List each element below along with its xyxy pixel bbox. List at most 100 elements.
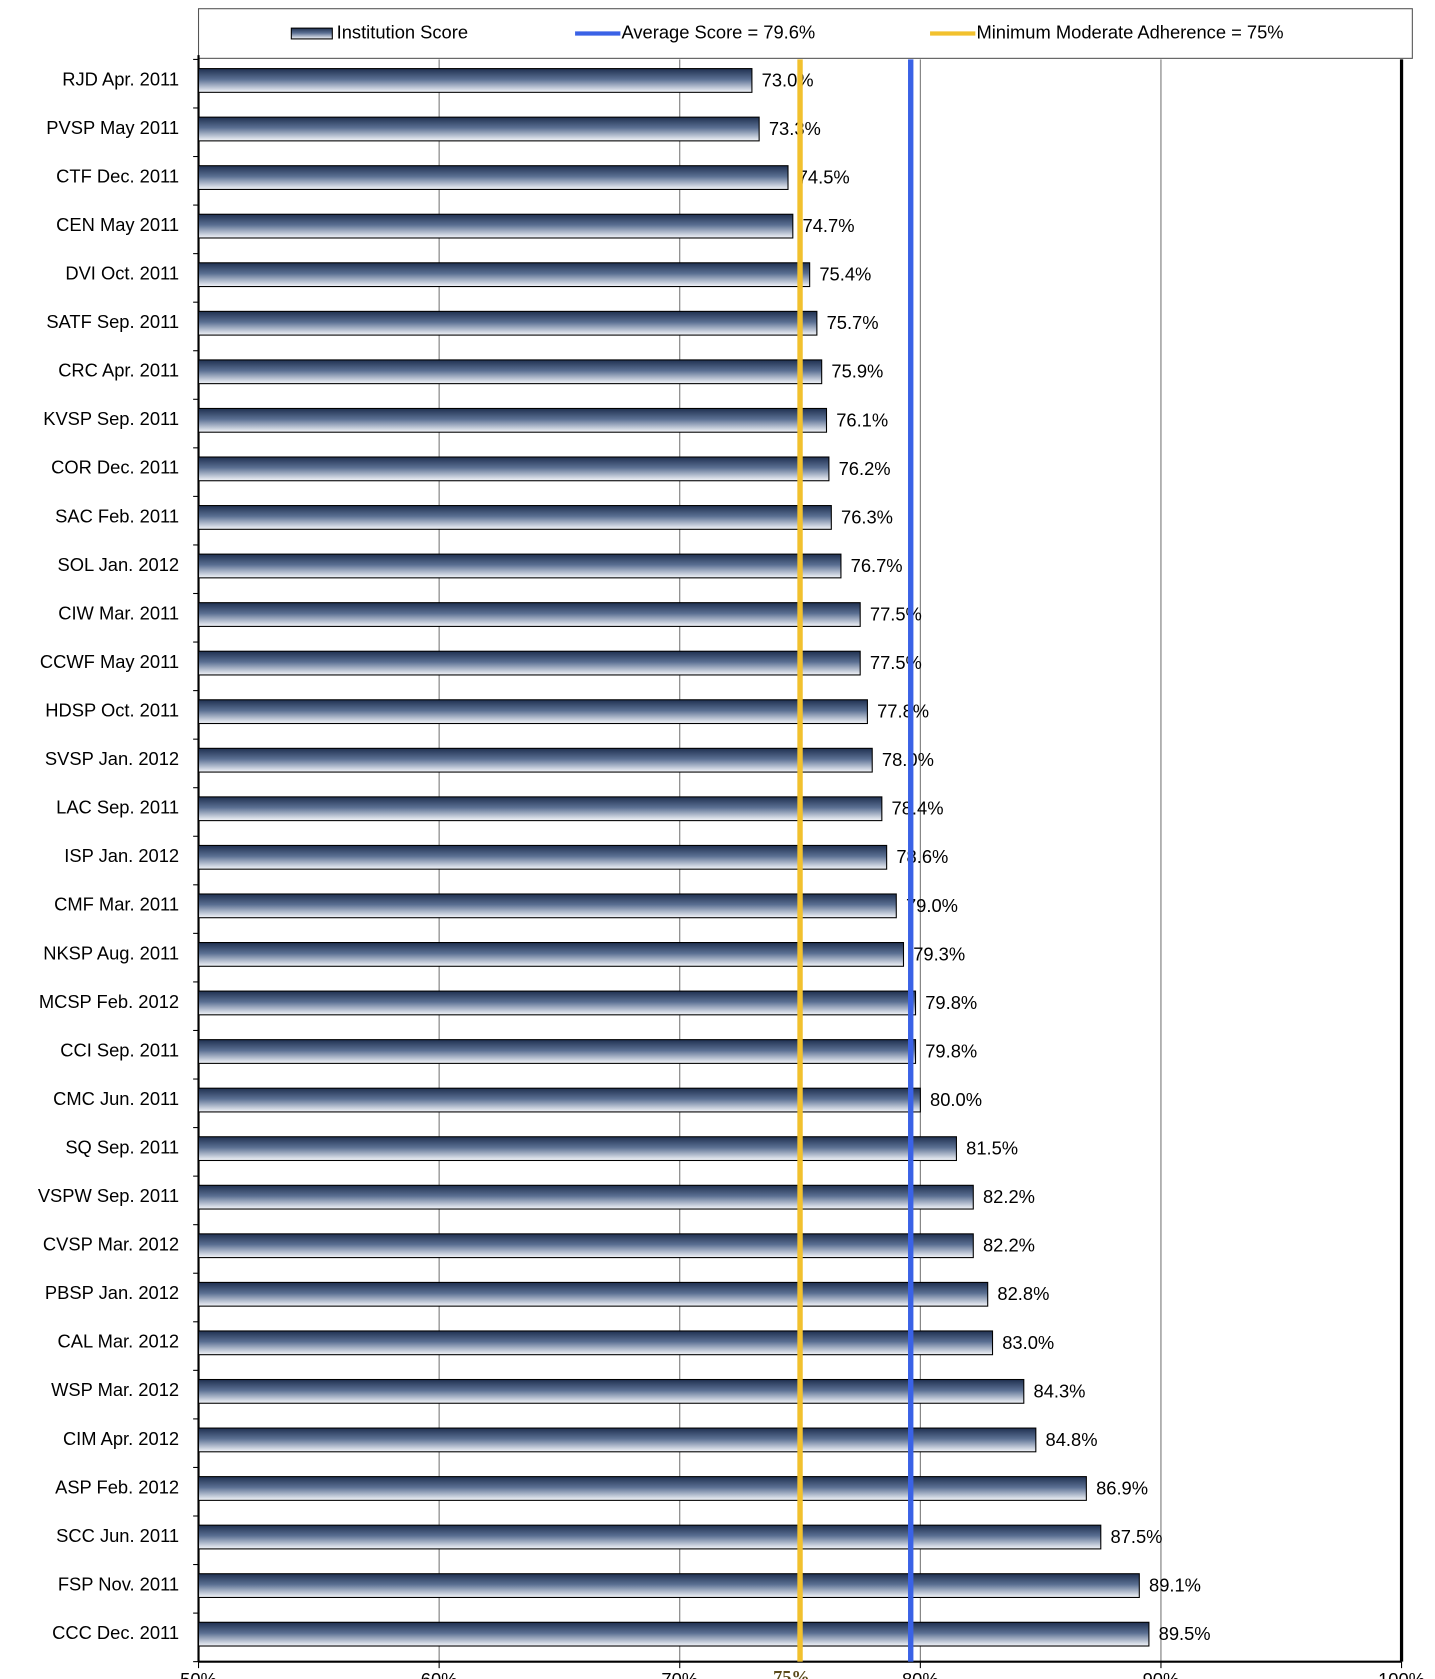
data-label: 76.7% [851,555,903,576]
y-tick-label: LAC Sep. 2011 [56,797,179,818]
data-label: 84.3% [1034,1380,1086,1401]
data-label: 75.4% [819,264,871,285]
data-label: 74.7% [803,215,855,236]
data-label: 79.8% [925,992,977,1013]
y-tick-label: HDSP Oct. 2011 [45,699,179,720]
bar [197,844,888,870]
legend-label: Average Score = 79.6% [621,21,815,42]
x-tick-label: 80% [902,1669,939,1679]
y-tick-label: CRC Apr. 2011 [58,360,179,381]
data-label: 73.0% [762,69,814,90]
bar [197,942,905,967]
bar [197,747,873,773]
bar [197,796,883,822]
legend-label: Minimum Moderate Adherence = 75% [976,21,1283,42]
data-label: 75.7% [827,312,879,333]
bar [197,165,789,190]
bar [197,699,868,725]
data-label: 78.4% [892,798,944,819]
data-label: 83.0% [1002,1332,1054,1353]
y-tick-label: CIW Mar. 2011 [58,602,179,623]
x-tick-label: 60% [421,1669,458,1679]
y-tick-label: ISP Jan. 2012 [64,845,179,866]
data-label: 73.3% [769,118,821,139]
bar [197,1621,1150,1647]
y-tick-label: MCSP Feb. 2012 [39,991,179,1012]
data-label: 77.5% [870,603,922,624]
bar [197,650,861,676]
data-label: 76.1% [836,409,888,430]
y-tick-label: CVSP Mar. 2012 [43,1234,179,1255]
data-label: 87.5% [1111,1526,1163,1547]
legend-label: Institution Score [337,21,468,42]
y-tick-label: COR Dec. 2011 [51,457,179,478]
y-tick-label: RJD Apr. 2011 [62,68,179,89]
data-label: 78.6% [896,846,948,867]
y-tick-label: VSPW Sep. 2011 [38,1185,179,1206]
y-tick-label: DVI Oct. 2011 [65,263,179,284]
data-label: 77.8% [877,701,929,722]
data-label: 81.5% [966,1138,1018,1159]
legend-box [197,8,1413,59]
y-tick-label: CAL Mar. 2012 [58,1331,180,1352]
y-tick-label: PBSP Jan. 2012 [45,1282,179,1303]
bar [197,1184,974,1210]
data-label: 78.0% [882,749,934,770]
y-tick-label: WSP Mar. 2012 [51,1379,179,1400]
y-tick-label: SCC Jun. 2011 [56,1525,179,1546]
bar [197,1233,974,1259]
data-label: 82.2% [983,1186,1035,1207]
data-label: 75.9% [831,361,883,382]
bar [197,310,818,336]
y-tick-label: SVSP Jan. 2012 [45,748,179,769]
y-tick-label: SATF Sep. 2011 [46,311,179,332]
y-tick-label: CCC Dec. 2011 [52,1622,179,1643]
y-tick-label: CMC Jun. 2011 [53,1088,179,1109]
bar [197,1524,1102,1550]
bar [197,407,828,433]
bar [197,1087,921,1113]
bar [197,1476,1087,1501]
bar [197,1136,957,1162]
x-tick-label: 100% [1378,1669,1425,1679]
bar [197,1039,917,1064]
bar [197,116,760,142]
y-tick-label: NKSP Aug. 2011 [43,942,179,963]
y-tick-label: ASP Feb. 2012 [55,1476,179,1497]
data-label: 89.1% [1149,1575,1201,1596]
data-label: 77.5% [870,652,922,673]
data-label: 79.0% [906,895,958,916]
data-label: 82.2% [983,1235,1035,1256]
data-label: 76.2% [839,458,891,479]
bar [197,456,830,482]
x-tick-label: 70% [661,1669,698,1679]
bar [197,1330,994,1356]
legend-swatch [290,27,333,40]
y-tick-label: SQ Sep. 2011 [65,1136,179,1157]
y-tick-label: CCI Sep. 2011 [60,1039,179,1060]
y-tick-label: CIM Apr. 2012 [63,1428,179,1449]
bar [197,1378,1025,1404]
bar [197,262,811,288]
bar [197,213,794,239]
data-label: 74.5% [798,166,850,187]
x-tick-label: 50% [180,1669,217,1679]
y-tick-label: CEN May 2011 [56,214,179,235]
y-tick-label: KVSP Sep. 2011 [43,408,179,429]
y-tick-label: SOL Jan. 2012 [58,554,180,575]
data-label: 76.3% [841,506,893,527]
data-label: 80.0% [930,1089,982,1110]
bar [197,1573,1140,1598]
bar [197,505,832,530]
bar [197,359,823,385]
reference-label: 75% [773,1667,810,1679]
y-tick-label: PVSP May 2011 [46,117,179,138]
bar [197,602,861,627]
bar [197,553,842,579]
x-tick-label: 90% [1143,1669,1180,1679]
y-tick-label: CCWF May 2011 [40,651,179,672]
bar [197,1427,1037,1453]
bar [197,1281,989,1307]
data-label: 79.8% [925,1040,977,1061]
